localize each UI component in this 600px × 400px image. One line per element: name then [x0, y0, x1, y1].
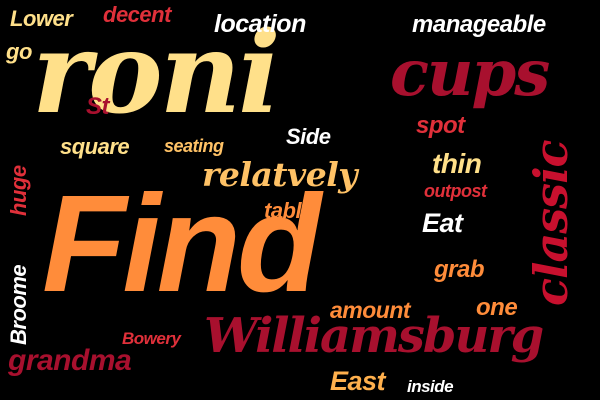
word-cups: cups — [390, 36, 550, 111]
word-east: East — [330, 366, 386, 396]
word-st: St — [86, 93, 110, 120]
word-side: Side — [286, 124, 331, 149]
word-grandma: grandma — [8, 344, 132, 377]
word-one: one — [476, 294, 518, 321]
word-table: table — [264, 198, 313, 223]
word-relatvely: relatvely — [202, 155, 357, 194]
word-amount: amount — [330, 297, 411, 323]
word-location: location — [214, 10, 306, 38]
word-eat: Eat — [422, 208, 463, 238]
word-find: Find — [42, 167, 321, 321]
word-seating: seating — [164, 136, 224, 156]
word-grab: grab — [434, 256, 485, 283]
word-outpost: outpost — [424, 181, 487, 201]
word-classic: classic — [524, 140, 578, 306]
word-manageable: manageable — [412, 11, 546, 38]
word-go: go — [6, 39, 32, 64]
word-williamsburg: Williamsburg — [204, 308, 544, 364]
word-bowery: Bowery — [122, 329, 181, 348]
word-broome: Broome — [6, 264, 31, 345]
word-spot: spot — [416, 112, 465, 139]
word-inside: inside — [407, 377, 454, 396]
word-huge: huge — [6, 165, 31, 216]
word-lower: Lower — [10, 6, 73, 31]
word-decent: decent — [103, 2, 171, 27]
word-thin: thin — [432, 148, 482, 179]
word-square: square — [60, 134, 130, 159]
word-roni: roni — [32, 8, 281, 139]
